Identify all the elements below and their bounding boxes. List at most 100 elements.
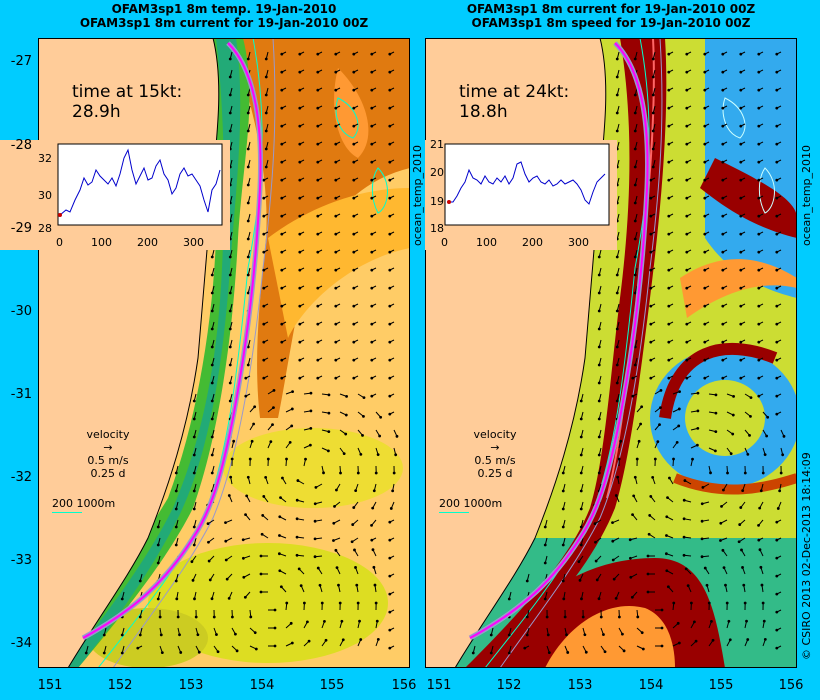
- current-arrow-head: [246, 237, 250, 241]
- current-arrow-head: [597, 255, 601, 259]
- current-arrow-head: [732, 394, 735, 398]
- current-arrow-head: [611, 521, 614, 525]
- current-arrow-head: [703, 214, 707, 218]
- current-arrow-head: [685, 124, 689, 128]
- current-arrow-head: [700, 519, 704, 523]
- current-arrow-head: [354, 566, 357, 569]
- current-arrow-head: [210, 381, 214, 385]
- current-arrow-head: [713, 449, 717, 453]
- current-arrow-head: [194, 615, 198, 619]
- current-arrow-head: [156, 561, 160, 565]
- current-arrow-head: [597, 381, 601, 385]
- current-arrow-head: [370, 160, 374, 164]
- current-arrow-head: [298, 52, 302, 56]
- left-velocity-arrow: →: [103, 441, 113, 454]
- current-arrow-head: [667, 70, 671, 74]
- current-arrow-head: [720, 504, 723, 508]
- current-arrow-head: [685, 88, 689, 92]
- current-arrow-head: [228, 381, 232, 385]
- current-arrow-head: [525, 579, 529, 583]
- current-arrow-head: [246, 273, 250, 277]
- current-arrow-head: [703, 340, 707, 344]
- current-arrow-head: [612, 577, 616, 581]
- current-arrow-head: [322, 471, 325, 475]
- current-arrow-head: [597, 273, 601, 277]
- current-arrow-head: [722, 488, 725, 492]
- current-arrow-head: [543, 525, 547, 529]
- current-arrow-head: [138, 615, 142, 619]
- current-arrow-head: [546, 633, 550, 637]
- current-arrow-head: [696, 409, 700, 413]
- current-arrow-head: [739, 70, 743, 74]
- current-arrow-head: [579, 471, 583, 475]
- current-arrow-head: [352, 214, 356, 218]
- current-arrow-head: [262, 250, 266, 254]
- current-arrow-head: [633, 219, 637, 223]
- current-arrow-head: [298, 376, 302, 380]
- current-arrow-head: [378, 434, 382, 438]
- current-arrow-head: [302, 601, 306, 605]
- current-arrow-head: [352, 506, 356, 509]
- current-arrow-head: [388, 196, 392, 200]
- current-arrow-head: [280, 250, 284, 254]
- current-arrow-head: [579, 507, 583, 511]
- current-arrow-head: [244, 376, 248, 380]
- current-arrow-head: [651, 111, 655, 115]
- current-arrow-head: [615, 381, 619, 385]
- current-arrow-head: [388, 340, 392, 344]
- current-arrow-head: [615, 129, 619, 133]
- current-arrow-head: [362, 414, 365, 418]
- current-arrow-head: [388, 214, 392, 218]
- left-inset-xtick-100: 100: [91, 236, 112, 249]
- current-arrow-head: [703, 178, 707, 182]
- current-arrow-head: [280, 124, 284, 128]
- current-arrow-head: [709, 471, 712, 475]
- current-arrow-head: [597, 327, 601, 331]
- current-arrow-head: [741, 489, 745, 492]
- current-arrow-head: [748, 433, 751, 437]
- current-arrow-head: [264, 75, 268, 79]
- current-arrow-head: [191, 578, 195, 582]
- current-arrow-head: [703, 106, 707, 110]
- current-arrow-head: [649, 495, 653, 498]
- current-arrow-head: [272, 388, 276, 392]
- current-arrow-head: [351, 523, 355, 526]
- current-arrow-head: [615, 57, 619, 61]
- current-arrow-head: [372, 489, 376, 493]
- current-arrow-head: [250, 439, 254, 443]
- current-arrow-head: [299, 584, 303, 588]
- current-arrow-head: [563, 615, 567, 619]
- current-arrow-head: [685, 376, 689, 380]
- current-arrow-head: [615, 327, 619, 331]
- current-arrow-head: [215, 633, 218, 636]
- current-arrow-head: [370, 106, 374, 110]
- right-inset-xtick-100: 100: [476, 236, 497, 249]
- current-arrow-head: [254, 647, 258, 651]
- ytick-32: -32: [10, 470, 32, 485]
- current-arrow-head: [775, 232, 779, 236]
- current-arrow-head: [388, 70, 392, 74]
- current-arrow-head: [375, 619, 379, 623]
- current-arrow-head: [358, 619, 361, 623]
- current-arrow-head: [176, 615, 180, 619]
- current-arrow-head: [739, 160, 743, 164]
- current-arrow-head: [507, 633, 511, 637]
- current-arrow-head: [649, 196, 653, 200]
- current-arrow-head: [210, 399, 214, 403]
- left-panel-title: OFAM3sp1 8m temp. 19-Jan-2010 OFAM3sp1 8…: [38, 2, 410, 30]
- current-arrow-head: [739, 124, 743, 128]
- current-arrow-head: [285, 601, 289, 605]
- current-arrow-head: [280, 358, 284, 362]
- current-arrow-head: [260, 532, 264, 536]
- current-arrow-head: [775, 592, 779, 596]
- current-arrow-head: [352, 160, 356, 164]
- current-arrow-head: [619, 439, 623, 443]
- current-arrow-head: [760, 583, 764, 587]
- current-arrow-head: [746, 452, 750, 456]
- current-arrow-head: [775, 124, 779, 128]
- current-arrow-head: [656, 440, 660, 444]
- current-arrow-head: [775, 520, 779, 524]
- current-arrow-head: [388, 520, 392, 524]
- current-arrow-head: [739, 88, 743, 92]
- current-arrow-head: [646, 572, 650, 576]
